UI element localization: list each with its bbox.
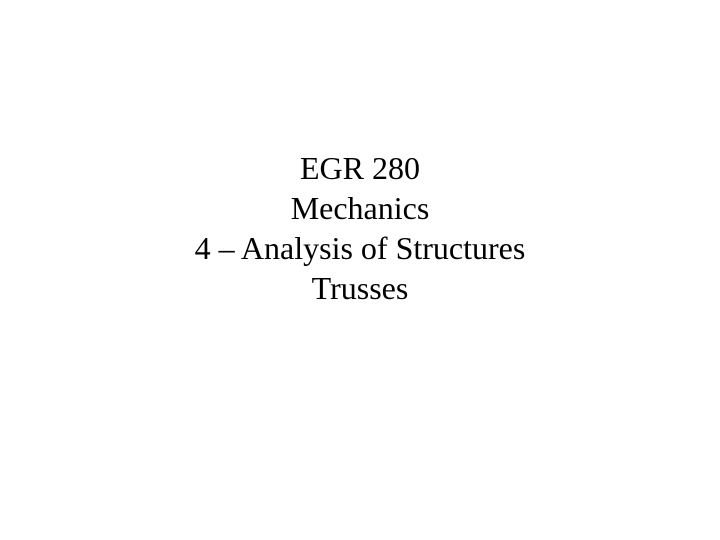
title-line-4: Trusses [0, 268, 720, 308]
title-line-3: 4 – Analysis of Structures [0, 228, 720, 268]
slide-content: EGR 280 Mechanics 4 – Analysis of Struct… [0, 148, 720, 308]
title-line-1: EGR 280 [0, 148, 720, 188]
title-line-2: Mechanics [0, 188, 720, 228]
